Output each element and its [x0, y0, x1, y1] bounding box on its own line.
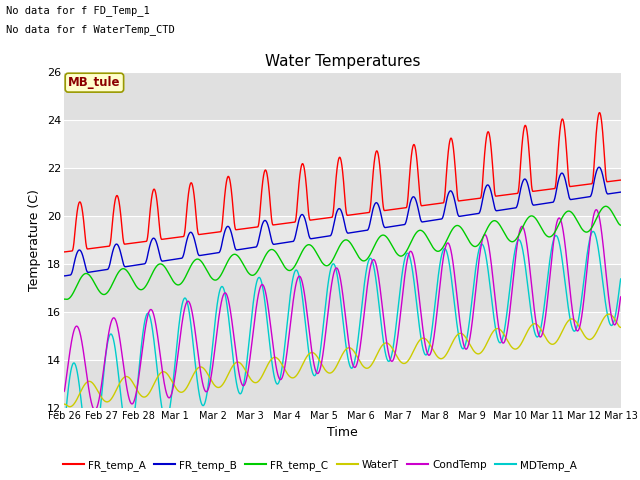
Title: Water Temperatures: Water Temperatures	[265, 54, 420, 70]
X-axis label: Time: Time	[327, 426, 358, 439]
Bar	[64, 216, 621, 264]
Bar	[64, 360, 621, 408]
Bar	[64, 312, 621, 360]
Legend: FR_temp_A, FR_temp_B, FR_temp_C, WaterT, CondTemp, MDTemp_A: FR_temp_A, FR_temp_B, FR_temp_C, WaterT,…	[59, 456, 581, 475]
Bar	[64, 168, 621, 216]
Text: MB_tule: MB_tule	[68, 76, 121, 89]
Bar	[64, 72, 621, 120]
Bar	[64, 120, 621, 168]
Text: No data for f WaterTemp_CTD: No data for f WaterTemp_CTD	[6, 24, 175, 35]
Text: No data for f FD_Temp_1: No data for f FD_Temp_1	[6, 5, 150, 16]
Y-axis label: Temperature (C): Temperature (C)	[28, 189, 42, 291]
Bar	[64, 264, 621, 312]
